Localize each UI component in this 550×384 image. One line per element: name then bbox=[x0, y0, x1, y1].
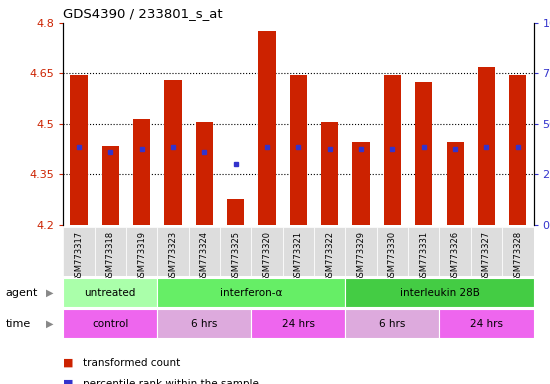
Text: ▶: ▶ bbox=[46, 318, 54, 329]
Text: GSM773320: GSM773320 bbox=[262, 230, 272, 281]
Bar bbox=[447, 142, 464, 225]
Bar bbox=[345, 227, 377, 276]
Text: agent: agent bbox=[6, 288, 38, 298]
Text: GDS4390 / 233801_s_at: GDS4390 / 233801_s_at bbox=[63, 7, 223, 20]
Bar bbox=[70, 75, 87, 225]
Text: 6 hrs: 6 hrs bbox=[379, 318, 405, 329]
Text: GSM773325: GSM773325 bbox=[231, 230, 240, 281]
Bar bbox=[251, 227, 283, 276]
Bar bbox=[478, 67, 495, 225]
Text: interleukin 28B: interleukin 28B bbox=[399, 288, 480, 298]
Text: GSM773330: GSM773330 bbox=[388, 230, 397, 282]
Bar bbox=[102, 146, 119, 225]
Bar bbox=[157, 278, 345, 307]
Bar bbox=[353, 142, 370, 225]
Bar bbox=[63, 278, 157, 307]
Text: GSM773326: GSM773326 bbox=[450, 230, 460, 282]
Text: 24 hrs: 24 hrs bbox=[282, 318, 315, 329]
Text: GSM773328: GSM773328 bbox=[513, 230, 522, 282]
Bar bbox=[283, 227, 314, 276]
Bar bbox=[220, 227, 251, 276]
Text: time: time bbox=[6, 318, 31, 329]
Bar bbox=[439, 227, 471, 276]
Text: GSM773317: GSM773317 bbox=[74, 230, 84, 282]
Text: control: control bbox=[92, 318, 129, 329]
Text: GSM773322: GSM773322 bbox=[325, 230, 334, 281]
Bar bbox=[384, 75, 401, 225]
Text: GSM773324: GSM773324 bbox=[200, 230, 209, 281]
Bar bbox=[189, 227, 220, 276]
Bar bbox=[502, 227, 534, 276]
Text: ▶: ▶ bbox=[46, 288, 54, 298]
Bar bbox=[133, 119, 150, 225]
Bar bbox=[95, 227, 126, 276]
Bar bbox=[509, 75, 526, 225]
Bar bbox=[227, 199, 244, 225]
Bar bbox=[290, 75, 307, 225]
Text: GSM773327: GSM773327 bbox=[482, 230, 491, 282]
Bar bbox=[251, 309, 345, 338]
Text: GSM773318: GSM773318 bbox=[106, 230, 115, 282]
Bar bbox=[408, 227, 439, 276]
Bar bbox=[63, 227, 95, 276]
Text: 24 hrs: 24 hrs bbox=[470, 318, 503, 329]
Text: transformed count: transformed count bbox=[82, 358, 180, 368]
Text: GSM773323: GSM773323 bbox=[168, 230, 178, 282]
Text: ■: ■ bbox=[63, 379, 74, 384]
Bar bbox=[157, 309, 251, 338]
Text: GSM773319: GSM773319 bbox=[137, 230, 146, 281]
Bar bbox=[377, 227, 408, 276]
Text: untreated: untreated bbox=[85, 288, 136, 298]
Bar bbox=[471, 227, 502, 276]
Text: percentile rank within the sample: percentile rank within the sample bbox=[82, 379, 258, 384]
Bar bbox=[258, 31, 276, 225]
Bar bbox=[439, 309, 534, 338]
Text: GSM773331: GSM773331 bbox=[419, 230, 428, 282]
Bar bbox=[415, 82, 432, 225]
Bar bbox=[63, 309, 157, 338]
Bar bbox=[157, 227, 189, 276]
Bar bbox=[345, 278, 534, 307]
Bar bbox=[321, 122, 338, 225]
Bar bbox=[126, 227, 157, 276]
Text: ■: ■ bbox=[63, 358, 74, 368]
Text: interferon-α: interferon-α bbox=[220, 288, 283, 298]
Bar bbox=[196, 122, 213, 225]
Bar bbox=[345, 309, 439, 338]
Bar bbox=[314, 227, 345, 276]
Text: GSM773329: GSM773329 bbox=[356, 230, 366, 281]
Bar bbox=[164, 80, 182, 225]
Text: 6 hrs: 6 hrs bbox=[191, 318, 217, 329]
Text: GSM773321: GSM773321 bbox=[294, 230, 303, 281]
